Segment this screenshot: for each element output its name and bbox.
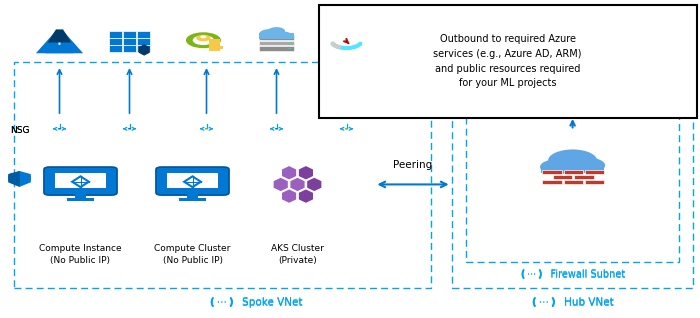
Polygon shape	[8, 173, 20, 187]
FancyBboxPatch shape	[109, 31, 122, 38]
FancyBboxPatch shape	[123, 38, 136, 45]
Circle shape	[186, 32, 221, 48]
Circle shape	[127, 128, 132, 130]
Text: ❪···❫  Hub VNet: ❪···❫ Hub VNet	[531, 297, 614, 307]
FancyBboxPatch shape	[137, 38, 150, 45]
Polygon shape	[281, 165, 297, 180]
Polygon shape	[298, 165, 314, 180]
Polygon shape	[60, 30, 83, 53]
Circle shape	[344, 128, 349, 130]
Circle shape	[571, 158, 605, 173]
FancyBboxPatch shape	[259, 33, 294, 39]
Circle shape	[259, 29, 281, 39]
Circle shape	[548, 149, 597, 172]
FancyBboxPatch shape	[55, 173, 106, 189]
Polygon shape	[48, 30, 71, 43]
Circle shape	[540, 159, 574, 175]
FancyBboxPatch shape	[564, 170, 583, 174]
Text: AKS Cluster
(Private): AKS Cluster (Private)	[271, 244, 324, 265]
FancyBboxPatch shape	[187, 192, 198, 199]
FancyBboxPatch shape	[541, 166, 604, 173]
FancyBboxPatch shape	[574, 175, 594, 179]
Text: ❪···❫  Hub VNet: ❪···❫ Hub VNet	[531, 298, 614, 308]
Text: ❪···❫  Firewall Subnet: ❪···❫ Firewall Subnet	[519, 270, 625, 280]
FancyBboxPatch shape	[75, 192, 86, 199]
FancyBboxPatch shape	[553, 175, 573, 179]
FancyBboxPatch shape	[259, 35, 294, 40]
Polygon shape	[281, 189, 297, 204]
Text: ❪···❫  Firewall Subnet: ❪···❫ Firewall Subnet	[519, 269, 625, 280]
Circle shape	[326, 32, 367, 51]
Polygon shape	[8, 171, 20, 185]
Circle shape	[204, 128, 209, 130]
Circle shape	[274, 128, 279, 130]
Polygon shape	[36, 30, 60, 53]
Circle shape	[57, 128, 62, 130]
Text: ❪···❫  Spoke VNet: ❪···❫ Spoke VNet	[209, 298, 303, 308]
FancyBboxPatch shape	[542, 180, 562, 184]
FancyBboxPatch shape	[109, 38, 122, 45]
Text: Peering: Peering	[393, 160, 433, 170]
Text: NSG: NSG	[10, 126, 29, 135]
FancyBboxPatch shape	[167, 173, 218, 189]
FancyBboxPatch shape	[137, 31, 150, 38]
FancyBboxPatch shape	[259, 41, 294, 45]
Polygon shape	[8, 173, 31, 187]
Circle shape	[200, 36, 206, 38]
Polygon shape	[298, 189, 314, 204]
FancyBboxPatch shape	[137, 45, 150, 52]
FancyBboxPatch shape	[564, 180, 583, 184]
FancyBboxPatch shape	[259, 46, 294, 51]
FancyBboxPatch shape	[178, 198, 206, 201]
FancyBboxPatch shape	[584, 180, 604, 184]
FancyBboxPatch shape	[542, 170, 562, 174]
Circle shape	[288, 43, 291, 44]
Polygon shape	[8, 171, 31, 185]
FancyBboxPatch shape	[123, 45, 136, 52]
FancyBboxPatch shape	[220, 46, 223, 49]
Text: ❪···❫  Spoke VNet: ❪···❫ Spoke VNet	[209, 297, 303, 307]
Circle shape	[268, 27, 285, 35]
FancyBboxPatch shape	[584, 170, 604, 174]
Text: Outbound to required Azure
services (e.g., Azure AD, ARM)
and public resources r: Outbound to required Azure services (e.g…	[433, 34, 582, 88]
FancyBboxPatch shape	[123, 31, 136, 38]
FancyBboxPatch shape	[209, 39, 220, 51]
Circle shape	[345, 41, 348, 42]
Text: Compute Instance
(No Public IP): Compute Instance (No Public IP)	[39, 244, 122, 265]
FancyBboxPatch shape	[66, 198, 94, 201]
Polygon shape	[290, 177, 305, 192]
FancyBboxPatch shape	[109, 45, 122, 52]
Polygon shape	[307, 177, 322, 192]
Circle shape	[288, 37, 291, 38]
FancyBboxPatch shape	[216, 49, 219, 51]
Circle shape	[193, 35, 214, 45]
Polygon shape	[46, 45, 74, 53]
Text: NSG: NSG	[10, 126, 29, 135]
Circle shape	[288, 48, 291, 49]
Circle shape	[274, 31, 292, 40]
FancyBboxPatch shape	[44, 167, 117, 195]
FancyBboxPatch shape	[156, 167, 229, 195]
Circle shape	[196, 35, 211, 41]
Polygon shape	[273, 177, 288, 192]
Text: Compute Cluster
(No Public IP): Compute Cluster (No Public IP)	[154, 244, 231, 265]
FancyBboxPatch shape	[318, 5, 696, 118]
Polygon shape	[139, 44, 150, 56]
